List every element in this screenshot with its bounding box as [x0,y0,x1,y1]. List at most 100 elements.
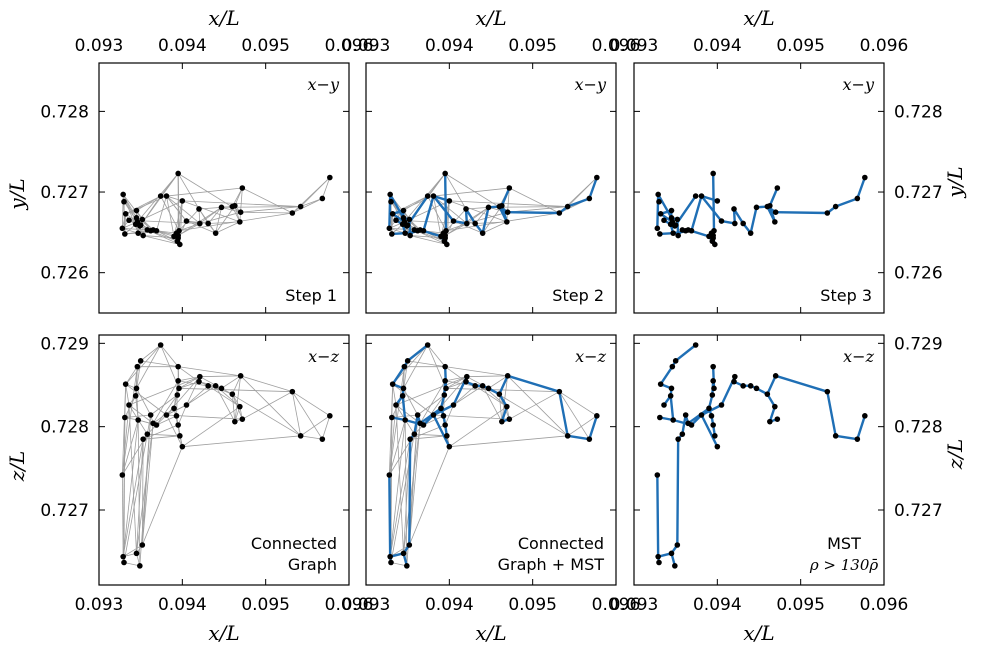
mst-edge [669,394,675,422]
graph-edge [221,206,241,213]
data-point [656,198,662,205]
data-point [712,241,718,248]
data-point [424,342,431,348]
mst-edge [481,206,490,235]
data-point [402,230,408,236]
data-point [657,211,664,217]
data-point [824,388,831,395]
data-point [504,219,510,225]
data-point [389,231,395,237]
data-point [564,203,571,210]
data-point [237,219,243,225]
graph-edge [156,230,178,242]
graph-edge [234,375,242,422]
x-tick-label-bottom: 0.093 [75,595,124,615]
mst-edge [711,172,716,232]
graph-edge [150,394,178,416]
x-tick-label-top: 0.096 [592,36,641,56]
v-axis-title-left: y/L [5,178,29,210]
data-point [594,174,600,181]
mst-edge [856,414,867,441]
panel-frame [365,334,617,586]
data-point [504,373,511,379]
data-point [656,559,662,566]
graph-edge [178,387,293,393]
data-point [698,412,705,418]
data-point [661,402,667,408]
mst-edge [700,194,723,223]
data-point [289,210,296,216]
mst-edge [464,207,477,225]
x-tick-label-bottom: 0.096 [592,595,641,615]
data-point [564,433,571,439]
mst-edge [566,434,591,441]
data-point [406,542,413,548]
graph-edge [177,173,200,210]
step-label: Step 1 [285,286,337,305]
data-point [442,170,448,177]
data-point [430,193,437,199]
data-point [672,358,679,364]
graph-edge [445,366,508,377]
data-point [711,385,717,392]
mst-edge [432,413,451,448]
graph-edge [466,207,489,224]
data-point [485,204,492,211]
data-point [402,417,408,423]
data-point [393,217,399,224]
graph-edge [410,235,447,245]
x-tick-label-bottom: 0.095 [508,595,557,615]
data-point [133,207,140,214]
data-point [479,230,486,236]
graph-edge [122,194,137,219]
graph-edge [240,375,301,437]
projection-label-xz: x−z [575,347,606,366]
graph-edge [408,446,450,546]
data-point [463,206,469,212]
graph-edge [501,375,509,422]
graph-edge [404,419,408,566]
data-point [389,211,396,217]
data-point [832,203,839,210]
mst-edge [856,176,867,200]
v-axis-title-right: y/L [943,166,967,198]
v-tick-label-right: 0.729 [894,334,943,354]
mst-edge [422,194,435,232]
data-point [401,363,408,370]
data-point [430,412,437,418]
mst-edge [700,413,719,448]
graph-edge [177,366,180,389]
graph-edge [125,384,130,406]
data-point [232,418,238,425]
panel-frame [633,334,885,586]
data-point [747,230,754,236]
data-point [122,231,128,237]
data-point [140,232,146,239]
mst-edge [432,403,455,417]
data-point [157,193,164,199]
mst-edge [700,403,723,417]
graph-edge [166,404,187,416]
data-point [688,227,695,234]
graph-edge [121,474,124,557]
data-point [400,207,407,214]
data-point [714,443,721,450]
data-point [133,385,140,392]
data-point [406,216,413,223]
data-point [386,472,393,478]
data-point [506,185,513,191]
x-tick-label-bottom: 0.094 [158,595,207,615]
data-point [387,553,393,560]
projection-label-xy: x−y [575,75,607,94]
graph-edge [123,417,126,563]
mst-edge [418,407,443,425]
data-point [714,198,721,204]
panel-frame [365,62,617,314]
mst-edge [826,390,837,438]
data-point [177,433,183,439]
mst-edge [749,206,758,235]
graph-edge [156,394,178,426]
graph-edge [152,380,179,424]
data-point [450,402,457,408]
panel-caption-line1: Connected [251,534,337,553]
